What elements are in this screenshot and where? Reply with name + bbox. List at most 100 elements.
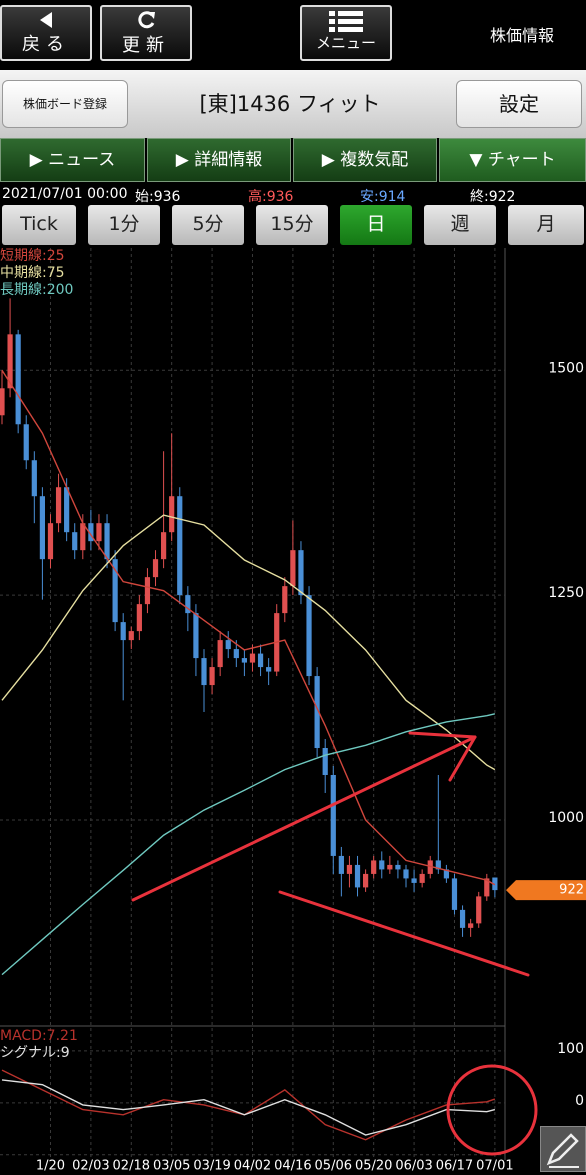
chart: 1/20 02/03 02/18 03/05 03/19 04/02 04/16 05/06 0…	[0, 248, 586, 1172]
candle-body	[427, 860, 433, 874]
settings-button[interactable]: 設定	[456, 80, 582, 128]
candle-body	[72, 532, 78, 551]
candle-body	[266, 667, 272, 672]
candle-body	[31, 460, 37, 497]
annotation-line	[278, 890, 530, 977]
candle-body	[233, 649, 239, 659]
period-button[interactable]: Tick	[2, 205, 76, 245]
candle-body	[411, 878, 417, 883]
back-icon	[40, 12, 52, 28]
legend-entry: 中期線:75	[0, 265, 65, 281]
x-tick-label: 04/02	[234, 1159, 271, 1173]
x-tick-label: 02/18	[113, 1159, 150, 1173]
candle-body	[88, 523, 94, 542]
candle-body	[120, 622, 126, 641]
tab-label: ニュース	[48, 150, 116, 170]
candle-body	[64, 487, 70, 533]
indicator-line	[1, 713, 496, 976]
y-tick-label: 1250	[548, 585, 584, 601]
candle-body	[152, 559, 159, 578]
tab-news[interactable]: ▶ ニュース	[0, 138, 145, 182]
back-button[interactable]: 戻る	[0, 5, 92, 61]
x-tick-label: 03/19	[193, 1159, 230, 1173]
y-tick-label: 1000	[548, 810, 584, 826]
candle-body	[346, 864, 353, 874]
candle-body	[112, 559, 118, 623]
tab-label: 詳細情報	[194, 150, 263, 170]
candle-body	[209, 667, 215, 686]
quote-datetime: 2021/07/01 00:00	[2, 186, 128, 202]
candle-body	[451, 878, 458, 910]
legend-entry: 短期線:25	[0, 248, 65, 264]
tab-label: チャート	[487, 150, 556, 170]
candle-body	[201, 658, 207, 686]
refresh-button[interactable]: 更新	[100, 5, 192, 61]
period-button[interactable]: 1分	[88, 205, 160, 245]
back-label: 戻る	[22, 34, 70, 55]
candle-body	[217, 640, 223, 668]
stock-title: [東]1436 フィット	[199, 92, 381, 116]
candle-body	[185, 595, 191, 614]
legend-entry: シグナル:9	[0, 1045, 70, 1061]
candle-body	[169, 496, 175, 533]
candle-body	[15, 334, 21, 425]
indicator-line	[1, 1069, 496, 1141]
candle-body	[314, 676, 320, 749]
candle-body	[161, 532, 167, 560]
candle-body	[395, 864, 401, 870]
tab-chart[interactable]: ▼ チャート	[439, 138, 586, 182]
candle-body	[403, 869, 409, 879]
x-tick-label: 05/06	[315, 1159, 352, 1173]
tab-detail[interactable]: ▶ 詳細情報	[147, 138, 291, 182]
candle-body	[363, 873, 369, 888]
candle-body	[484, 878, 490, 897]
candle-body	[330, 774, 336, 856]
candle-body	[39, 496, 45, 560]
candle-body	[136, 604, 142, 632]
x-tick-label: 04/16	[274, 1159, 311, 1173]
period-button[interactable]: 月	[508, 205, 584, 245]
period-button[interactable]: 5分	[172, 205, 244, 245]
candle-body	[104, 523, 110, 560]
plot: 1/20 02/03 02/18 03/05 03/19 04/02 04/16 05/06 0…	[0, 248, 586, 1172]
pencil-icon	[546, 1133, 579, 1168]
candle-body	[177, 496, 183, 596]
candle-body	[322, 748, 328, 775]
y-tick-label: 0	[575, 1093, 584, 1109]
period-button[interactable]: 週	[424, 205, 496, 245]
x-tick-label: 06/03	[395, 1159, 432, 1173]
candle-body	[7, 334, 13, 389]
section-label: 株価情報	[490, 26, 555, 45]
legend-entry: 長期線:200	[0, 282, 73, 298]
candle-body	[193, 613, 199, 659]
annotation-line	[408, 731, 477, 739]
y-tick-label: 1500	[548, 360, 584, 376]
candle-body	[354, 864, 361, 888]
candle-body	[298, 550, 304, 596]
y-tick-label: 100	[557, 1041, 584, 1057]
refresh-label: 更新	[122, 35, 170, 56]
x-tick-label: 06/17	[436, 1159, 473, 1173]
candle-body	[443, 869, 449, 879]
tab-quotes[interactable]: ▶ 複数気配	[293, 138, 437, 182]
quote-low: 安:914	[360, 189, 406, 205]
candle-body	[435, 860, 441, 870]
tab-label: 複数気配	[340, 150, 409, 170]
price-marker-label: 922	[559, 883, 584, 898]
register-button[interactable]: 株価ボード登録	[2, 80, 128, 128]
menu-button[interactable]: メニュー	[300, 5, 392, 61]
draw-button[interactable]	[540, 1126, 586, 1172]
x-tick-label: 07/01	[476, 1159, 513, 1173]
period-button[interactable]: 日	[340, 205, 412, 245]
candle-body	[55, 487, 62, 524]
quote-open: 始:936	[135, 189, 181, 205]
candle-body	[96, 523, 102, 542]
top-bar	[0, 0, 586, 68]
period-button[interactable]: 15分	[256, 205, 328, 245]
candle-body	[379, 860, 385, 870]
candle-body	[371, 860, 377, 874]
indicator-line	[1, 1079, 496, 1136]
x-tick-label: 05/20	[355, 1159, 392, 1173]
x-tick-label: 02/03	[72, 1159, 109, 1173]
